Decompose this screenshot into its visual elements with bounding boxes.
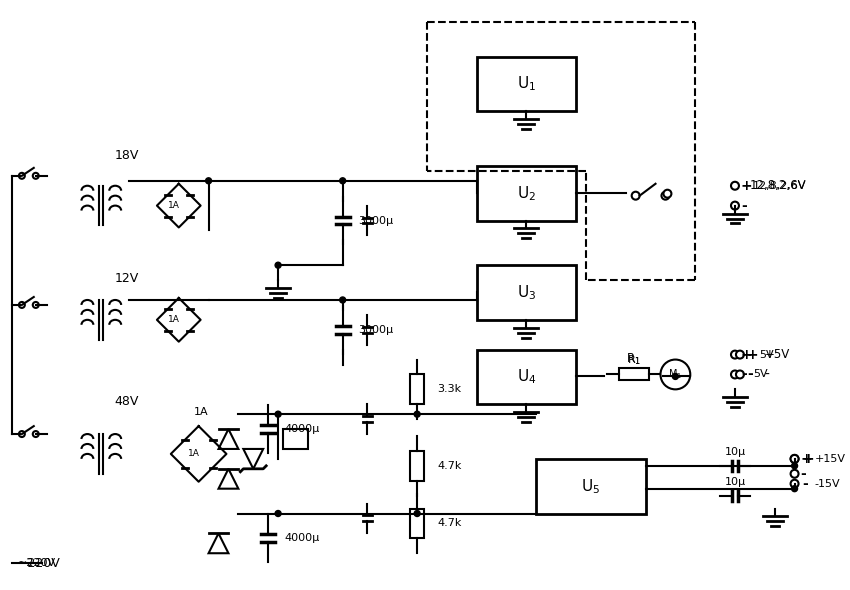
Text: 12,8,2,6V: 12,8,2,6V bbox=[753, 181, 807, 191]
Circle shape bbox=[736, 371, 744, 378]
Text: M$_1$: M$_1$ bbox=[668, 368, 683, 381]
Bar bbox=[477, 350, 576, 404]
Text: 3.3k: 3.3k bbox=[437, 384, 462, 394]
Text: 1A: 1A bbox=[167, 315, 179, 324]
Polygon shape bbox=[218, 429, 238, 449]
Bar bbox=[477, 166, 576, 221]
Text: 3000μ: 3000μ bbox=[359, 215, 394, 225]
Circle shape bbox=[19, 173, 25, 179]
Circle shape bbox=[206, 178, 212, 183]
Text: 4.7k: 4.7k bbox=[437, 461, 462, 471]
Circle shape bbox=[340, 178, 346, 183]
Text: 5V: 5V bbox=[753, 369, 768, 379]
Circle shape bbox=[731, 182, 739, 190]
Circle shape bbox=[790, 480, 798, 488]
Text: 18V: 18V bbox=[114, 149, 139, 162]
Text: 1A: 1A bbox=[167, 201, 179, 210]
Bar bbox=[283, 429, 308, 449]
Text: 4000μ: 4000μ bbox=[284, 424, 320, 434]
Text: -: - bbox=[741, 199, 746, 212]
Circle shape bbox=[661, 192, 670, 199]
Circle shape bbox=[736, 350, 744, 359]
Text: +: + bbox=[741, 179, 752, 193]
Circle shape bbox=[660, 359, 690, 389]
Circle shape bbox=[19, 431, 25, 437]
Text: +15V: +15V bbox=[814, 454, 846, 464]
Bar bbox=[619, 369, 649, 381]
Circle shape bbox=[731, 202, 739, 209]
Circle shape bbox=[731, 371, 739, 378]
Circle shape bbox=[275, 262, 281, 268]
Bar bbox=[536, 459, 646, 513]
Text: U$_4$: U$_4$ bbox=[517, 368, 536, 386]
Text: U$_1$: U$_1$ bbox=[517, 74, 536, 93]
Circle shape bbox=[791, 463, 797, 469]
Text: -: - bbox=[741, 368, 746, 382]
Text: 10μ: 10μ bbox=[724, 477, 745, 487]
Text: U$_2$: U$_2$ bbox=[517, 184, 536, 202]
Text: -: - bbox=[765, 368, 769, 382]
Circle shape bbox=[275, 510, 281, 516]
Circle shape bbox=[790, 455, 798, 463]
Polygon shape bbox=[243, 449, 264, 469]
Circle shape bbox=[340, 297, 346, 303]
Text: 4.7k: 4.7k bbox=[437, 519, 462, 529]
Circle shape bbox=[731, 350, 739, 359]
Text: +: + bbox=[741, 348, 752, 362]
Text: -: - bbox=[747, 368, 752, 382]
Text: U$_5$: U$_5$ bbox=[581, 477, 600, 496]
Text: -15V: -15V bbox=[814, 478, 840, 489]
Text: -: - bbox=[801, 467, 807, 481]
Text: 4000μ: 4000μ bbox=[284, 533, 320, 543]
Text: +5V: +5V bbox=[765, 348, 790, 361]
Bar bbox=[411, 451, 424, 481]
Circle shape bbox=[19, 302, 25, 308]
Text: ~220V: ~220V bbox=[18, 557, 60, 570]
Text: +: + bbox=[747, 348, 758, 362]
Circle shape bbox=[414, 510, 420, 516]
Text: R$_1$: R$_1$ bbox=[626, 353, 641, 368]
Text: 1A: 1A bbox=[188, 450, 200, 458]
Polygon shape bbox=[208, 533, 229, 553]
Bar bbox=[411, 509, 424, 538]
Text: 12V: 12V bbox=[114, 271, 139, 284]
Text: +: + bbox=[802, 452, 814, 466]
Text: 48V: 48V bbox=[114, 395, 139, 408]
Circle shape bbox=[664, 190, 672, 198]
Circle shape bbox=[33, 302, 39, 308]
Text: +: + bbox=[801, 452, 812, 466]
Text: ~220V: ~220V bbox=[18, 558, 56, 568]
Bar bbox=[411, 375, 424, 404]
Bar bbox=[477, 265, 576, 320]
Text: 5V: 5V bbox=[759, 350, 774, 359]
Text: R$_1$: R$_1$ bbox=[626, 352, 641, 367]
Polygon shape bbox=[218, 469, 238, 489]
Circle shape bbox=[33, 173, 39, 179]
Circle shape bbox=[790, 455, 798, 463]
Text: 1A: 1A bbox=[194, 407, 208, 417]
Circle shape bbox=[672, 373, 678, 379]
Circle shape bbox=[33, 431, 39, 437]
Circle shape bbox=[275, 411, 281, 417]
Circle shape bbox=[632, 192, 639, 199]
Circle shape bbox=[414, 411, 420, 417]
Text: 3000μ: 3000μ bbox=[359, 324, 394, 335]
Text: 10μ: 10μ bbox=[724, 447, 745, 457]
Text: 12,8,2,6V: 12,8,2,6V bbox=[750, 179, 807, 192]
Text: U$_3$: U$_3$ bbox=[517, 283, 536, 302]
Circle shape bbox=[790, 470, 798, 478]
Circle shape bbox=[791, 486, 797, 491]
Text: -: - bbox=[802, 477, 808, 491]
Bar bbox=[477, 57, 576, 112]
